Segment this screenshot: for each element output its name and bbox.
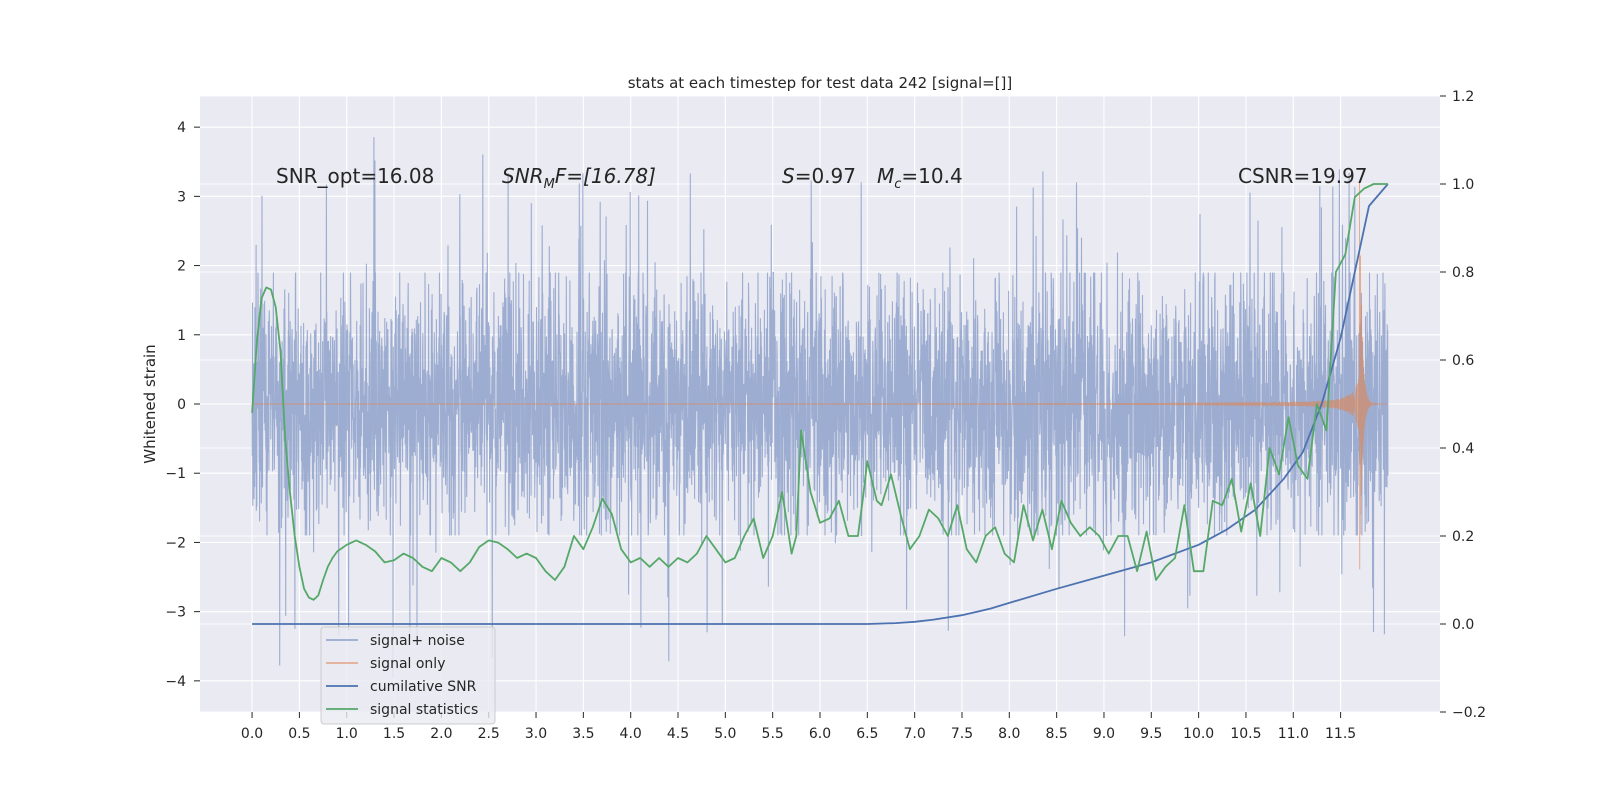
- series-signal-statistics: [251, 183, 1388, 601]
- series-signal-only: [251, 182, 1388, 570]
- legend-label-signal-statistics: signal statistics: [370, 702, 478, 718]
- snr-mf-symbol: SNR: [502, 164, 544, 188]
- y2-tick-label: 1.2: [1452, 89, 1474, 105]
- y-tick-label: 3: [177, 189, 186, 205]
- y2-tick-label: 0.2: [1452, 529, 1474, 545]
- x-tick-label: 2.0: [430, 726, 452, 742]
- y2-tick-label: 1.0: [1452, 177, 1474, 193]
- y2-tick-label: 0.6: [1452, 353, 1474, 369]
- x-tick-label: 1.5: [383, 726, 405, 742]
- x-tick-label: 0.5: [288, 726, 310, 742]
- x-tick-label: 0.0: [241, 726, 263, 742]
- y-axis-label: Whitened strain: [141, 344, 159, 463]
- snr-mf-value: F=[16.78]: [555, 164, 656, 188]
- mc-symbol: M: [877, 164, 894, 188]
- y-tick-label: −3: [165, 605, 186, 621]
- s-value: =0.97: [795, 164, 856, 188]
- ticks: 0.0 0.5 1.0 1.5 2.0 2.5 3.0 3.5 4.0 4.5 5.0 5.5 6.0 6…: [165, 89, 1486, 742]
- y2-tick-label: 0.8: [1452, 265, 1474, 281]
- annotation-snr-mf: SNRMF=[16.78]: [502, 164, 656, 192]
- x-tick-label: 11.0: [1278, 726, 1309, 742]
- legend-box: [320, 626, 496, 725]
- legend: signal+ noise signal only cumilative SNR…: [320, 626, 496, 725]
- y-tick-label: 1: [177, 328, 186, 344]
- annotation-csnr: CSNR=19.97: [1238, 164, 1368, 188]
- chart-title: stats at each timestep for test data 242…: [628, 74, 1013, 92]
- y-tick-label: 4: [177, 120, 186, 136]
- snr-mf-subscript: M: [544, 177, 555, 192]
- y2-tick-label: 0.0: [1452, 617, 1474, 633]
- data-layer: [251, 137, 1389, 678]
- x-tick-label: 11.5: [1325, 726, 1356, 742]
- y-tick-label: −2: [165, 535, 186, 551]
- legend-label-signal-noise: signal+ noise: [370, 633, 465, 649]
- x-tick-label: 6.5: [856, 726, 878, 742]
- y2-tick-label: −0.2: [1452, 705, 1486, 721]
- mc-subscript: c: [894, 177, 901, 192]
- x-tick-label: 4.0: [620, 726, 642, 742]
- x-tick-label: 5.5: [762, 726, 784, 742]
- annotation-s: S=0.97: [782, 164, 856, 188]
- x-tick-label: 8.5: [1046, 726, 1068, 742]
- legend-label-signal-only: signal only: [370, 656, 445, 672]
- mc-value: =10.4: [901, 164, 962, 188]
- x-tick-label: 1.0: [336, 726, 358, 742]
- x-tick-label: 3.0: [525, 726, 547, 742]
- x-tick-label: 10.0: [1183, 726, 1214, 742]
- x-tick-label: 9.0: [1093, 726, 1115, 742]
- y-tick-label: 0: [177, 397, 186, 413]
- x-tick-label: 3.5: [572, 726, 594, 742]
- y2-tick-label: 0.4: [1452, 441, 1474, 457]
- series-signal-noise: [251, 137, 1389, 678]
- x-tick-label: 10.5: [1230, 726, 1261, 742]
- y-tick-label: −4: [165, 674, 186, 690]
- annotations: SNR_opt=16.08 SNRMF=[16.78] S=0.97 Mc=10…: [276, 164, 1368, 192]
- x-tick-label: 8.0: [998, 726, 1020, 742]
- y-tick-label: −1: [165, 466, 186, 482]
- x-tick-label: 7.0: [904, 726, 926, 742]
- x-tick-label: 4.5: [667, 726, 689, 742]
- x-tick-label: 6.0: [809, 726, 831, 742]
- x-tick-label: 5.0: [714, 726, 736, 742]
- y-tick-label: 2: [177, 259, 186, 275]
- x-tick-label: 9.5: [1140, 726, 1162, 742]
- annotation-snr-opt: SNR_opt=16.08: [276, 164, 434, 188]
- legend-label-cumulative-snr: cumilative SNR: [370, 679, 477, 695]
- annotation-mc: Mc=10.4: [877, 164, 963, 192]
- s-symbol: S: [782, 164, 795, 188]
- x-tick-label: 7.5: [951, 726, 973, 742]
- x-tick-label: 2.5: [478, 726, 500, 742]
